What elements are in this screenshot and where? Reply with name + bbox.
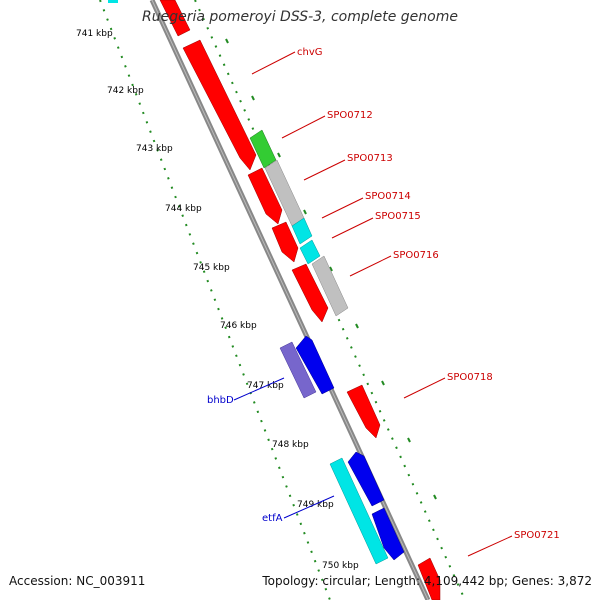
gene-feature	[247, 167, 283, 225]
gene-feature	[417, 557, 441, 601]
red-genes	[159, 0, 441, 601]
gene-feature	[295, 335, 335, 395]
right-labels: chvG SPO0712 SPO0713 SPO0714 SPO0715 SPO…	[251, 47, 560, 557]
gene-label-SPO0713: SPO0713	[347, 153, 393, 164]
gene-feature	[249, 129, 277, 169]
accession-text: Accession: NC_003911	[9, 574, 146, 588]
left-labels: bhbD etfA	[207, 377, 335, 524]
gene-feature	[347, 451, 385, 507]
gene-label-SPO0712: SPO0712	[327, 110, 373, 121]
genome-title: Ruegeria pomeroyi DSS-3, complete genome	[142, 9, 458, 25]
genome-summary: Topology: circular; Length: 4,109,442 bp…	[262, 574, 592, 588]
reverse-features	[279, 335, 405, 565]
top-marker	[108, 0, 118, 3]
gene-feature	[346, 384, 381, 439]
gene-label-bhbD: bhbD	[207, 395, 234, 406]
gene-feature	[279, 341, 317, 399]
gene-label-SPO0721: SPO0721	[514, 530, 560, 541]
outer-track-marks	[225, 38, 437, 500]
gene-feature	[329, 457, 389, 565]
gene-label-SPO0715: SPO0715	[375, 211, 421, 222]
tick-label: 745 kbp	[193, 263, 230, 273]
gc-track-inner	[99, 0, 331, 601]
tick-label: 750 kbp	[322, 561, 359, 571]
gene-feature	[291, 263, 329, 323]
tick-label: 744 kbp	[165, 204, 202, 214]
tick-label: 743 kbp	[136, 144, 173, 154]
tick-label: 749 kbp	[297, 500, 334, 510]
gene-label-etfA: etfA	[262, 513, 283, 524]
gene-label-SPO0716: SPO0716	[393, 250, 439, 261]
gene-feature	[291, 217, 313, 245]
tick-label: 746 kbp	[220, 321, 257, 331]
gene-label-chvG: chvG	[297, 47, 323, 58]
outer-features	[249, 129, 349, 317]
tick-label: 748 kbp	[272, 440, 309, 450]
gene-label-SPO0714: SPO0714	[365, 191, 411, 202]
tick-label: 742 kbp	[107, 86, 144, 96]
tick-label: 741 kbp	[76, 29, 113, 39]
gene-feature	[182, 39, 257, 171]
gene-feature	[271, 221, 299, 263]
gene-label-SPO0718: SPO0718	[447, 372, 493, 383]
gene-feature	[311, 255, 349, 317]
gene-feature	[299, 239, 321, 265]
gene-feature	[371, 507, 405, 561]
gene-feature	[159, 0, 191, 37]
